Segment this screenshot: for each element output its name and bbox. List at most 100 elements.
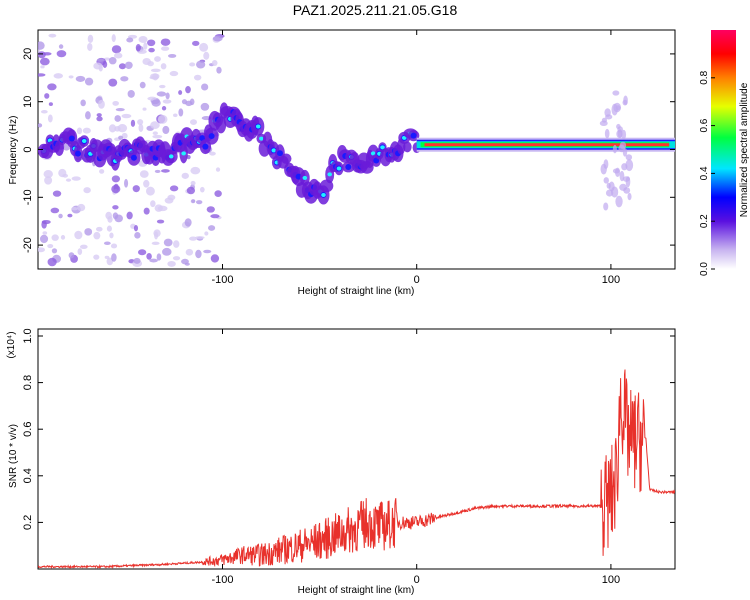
spectrogram-marks: [38, 33, 675, 268]
noise-blob: [160, 46, 170, 51]
noise-blob: [115, 108, 125, 112]
top-y-tick-label: -20: [22, 237, 34, 253]
ridge-peak: [259, 136, 264, 141]
ridge-peak: [321, 192, 326, 197]
noise-blob: [77, 248, 83, 255]
noise-blob: [60, 235, 66, 240]
noise-blob: [156, 219, 165, 224]
noise-blob: [71, 176, 81, 181]
spike-blob: [622, 99, 628, 106]
noise-blob: [99, 169, 105, 174]
noise-blob: [147, 39, 156, 47]
noise-blob: [190, 180, 196, 186]
noise-blob: [62, 173, 69, 178]
noise-blob: [42, 52, 52, 56]
noise-blob: [185, 248, 194, 256]
top-x-tick-label: 0: [414, 274, 420, 286]
spike-blob: [622, 148, 628, 157]
noise-blob: [43, 170, 53, 179]
noise-blob: [145, 186, 155, 196]
ridge-peak: [327, 172, 332, 177]
noise-blob: [51, 234, 59, 241]
noise-blob: [47, 114, 53, 123]
ridge-blob: [280, 153, 292, 164]
noise-blob: [104, 255, 110, 259]
noise-blob: [173, 113, 178, 118]
noise-blob: [39, 234, 49, 244]
noise-blob: [143, 207, 150, 215]
noise-blob: [65, 178, 72, 182]
bottom-x-tick-label: 0: [414, 574, 420, 586]
noise-blob: [215, 167, 221, 172]
spike-blob: [621, 163, 628, 171]
noise-blob: [68, 75, 74, 79]
noise-blob: [201, 83, 209, 91]
ridge-peak: [181, 151, 186, 156]
noise-blob: [210, 214, 220, 219]
noise-blob: [108, 57, 117, 65]
noise-blob: [193, 74, 202, 81]
noise-blob: [93, 254, 100, 260]
noise-blob: [162, 99, 172, 104]
noise-blob: [98, 99, 105, 109]
noise-blob: [58, 213, 63, 219]
noise-blob: [162, 247, 172, 256]
noise-blob: [87, 34, 94, 44]
noise-blob: [173, 240, 180, 248]
spike-blob: [604, 128, 610, 139]
noise-blob: [189, 62, 196, 67]
spike-blob: [627, 192, 632, 201]
noise-blob: [152, 131, 158, 136]
noise-blob: [124, 61, 133, 70]
snr-marks: [38, 369, 675, 569]
noise-blob: [185, 86, 191, 94]
noise-blob: [150, 121, 160, 129]
colorbar-tick-label: 0.6: [699, 118, 710, 132]
noise-blob: [108, 124, 117, 133]
noise-blob: [150, 200, 156, 208]
bottom-y-axis: 0.2 0.4 0.6 0.8 1.0: [22, 328, 675, 530]
noise-blob: [204, 231, 209, 236]
noise-blob: [191, 199, 196, 203]
noise-blob: [200, 102, 210, 111]
bottom-x-tick-label: -100: [211, 574, 233, 586]
top-y-tick-label: 20: [22, 48, 34, 60]
noise-blob: [209, 151, 216, 156]
colorbar: 0.0 0.2 0.4 0.6 0.8 Normalized spectral ampl…: [699, 30, 750, 276]
noise-blob: [203, 249, 212, 254]
noise-blob: [150, 73, 160, 80]
spike-blob: [605, 114, 613, 120]
noise-blob: [48, 33, 57, 38]
noise-blob: [148, 47, 155, 53]
noise-blob: [199, 186, 205, 193]
noise-blob: [160, 38, 171, 46]
noise-blob: [181, 172, 189, 179]
noise-blob: [160, 63, 167, 70]
noise-blob: [184, 218, 192, 227]
ridge-peak: [271, 148, 277, 153]
noise-blob: [199, 42, 209, 52]
colorbar-tick-label: 0.8: [699, 70, 710, 84]
noise-blob: [80, 99, 86, 107]
noise-blob: [206, 206, 215, 213]
ridge-core: [208, 133, 215, 140]
bottom-y-axis-label: SNR (10 * v/v): [8, 424, 19, 488]
noise-blob: [118, 135, 124, 140]
ridge-core: [276, 150, 283, 157]
noise-blob: [150, 68, 161, 73]
noise-blob: [53, 73, 63, 79]
noise-blob: [50, 207, 60, 214]
noise-blob: [126, 211, 133, 220]
noise-blob: [154, 231, 159, 240]
spike-blob: [619, 183, 628, 191]
noise-blob: [210, 254, 220, 263]
spike-blob: [612, 144, 617, 154]
noise-blob: [39, 57, 50, 66]
noise-blob: [190, 166, 201, 175]
noise-blob: [137, 119, 144, 125]
ridge-blob: [403, 141, 412, 153]
noise-blob: [71, 207, 78, 211]
noise-blob: [44, 93, 50, 99]
ridge-peak: [370, 151, 376, 156]
spike-blob: [612, 90, 620, 96]
